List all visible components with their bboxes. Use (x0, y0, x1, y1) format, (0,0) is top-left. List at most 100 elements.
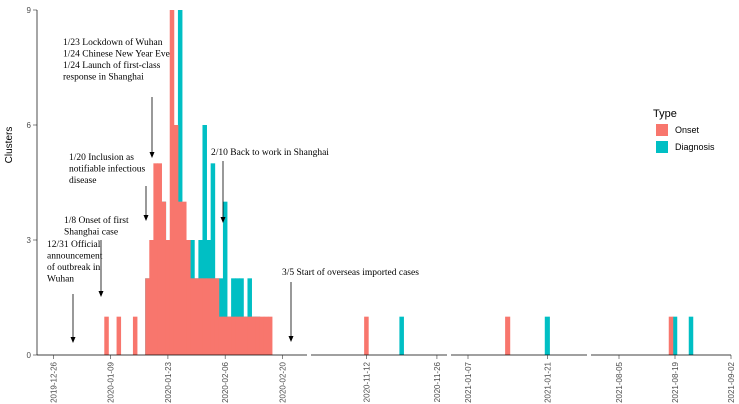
bar-onset (263, 316, 269, 355)
annotation-arrow-head (149, 152, 155, 158)
annotation-line: response in Shanghai (63, 73, 144, 83)
bar-onset (116, 316, 122, 355)
annotation-line: notifiable infectious (69, 164, 146, 175)
annotation-line: 1/24 Launch of first-class (63, 60, 161, 71)
annotation: 1/23 Lockdown of Wuhan 1/24 Chinese New Y… (63, 37, 170, 158)
bar-onset (194, 278, 199, 355)
annotation-line: 3/5 Start of overseas imported cases (282, 267, 419, 278)
bar-onset (668, 316, 674, 355)
bar-onset (165, 240, 171, 355)
annotation-text: 1/8 Onset of first Shanghai case (64, 215, 129, 238)
bar-onset (255, 316, 261, 355)
bar-onset (259, 316, 265, 355)
bar-onset (149, 240, 154, 355)
bar-diagnosis (672, 316, 678, 355)
bar-onset (206, 278, 212, 355)
annotation-line: 1/8 Onset of first (64, 215, 129, 226)
bar-onset (157, 163, 162, 355)
annotation-text: 12/31 Official announcement of outbreak in… (47, 239, 103, 285)
bar-onset (505, 316, 511, 355)
legend: Type Onset Diagnosis (653, 108, 715, 153)
x-tick-label: 2020-01-09 (107, 361, 116, 402)
x-tick-label: 2021-09-02 (727, 361, 736, 402)
legend-title: Type (653, 108, 677, 120)
annotation-arrow-head (143, 215, 149, 221)
annotation-line: Shanghai case (64, 228, 118, 238)
x-ticks-layer: 2019-12-26 2020-01-09 2020-01-23 2020-02-06… (49, 355, 736, 403)
x-tick-label: 2020-01-23 (164, 361, 173, 402)
x-tick-label: 2020-11-26 (433, 361, 442, 402)
bar-onset (239, 316, 244, 355)
bar-onset (153, 163, 158, 355)
x-tick-label: 2019-12-26 (49, 361, 58, 402)
annotation-text: 2/10 Back to work in Shanghai (211, 148, 329, 158)
bar-onset (214, 278, 220, 355)
bar-diagnosis (210, 163, 216, 355)
annotation-line: Wuhan (47, 275, 74, 285)
y-tick-label: 6 (27, 121, 32, 130)
annotation: 1/8 Onset of first Shanghai case (64, 215, 129, 297)
annotations-layer: 12/31 Official announcement of outbreak in… (47, 37, 419, 343)
bars-layer (104, 10, 694, 355)
x-tick-label: 2020-02-06 (221, 361, 230, 402)
bar-onset (231, 316, 236, 355)
x-tick-label: 2020-02-20 (278, 361, 287, 402)
bar-onset (202, 278, 207, 355)
annotation-line: 1/23 Lockdown of Wuhan (63, 37, 163, 48)
bar-diagnosis (544, 316, 550, 355)
bar-onset (235, 316, 240, 355)
annotation: 12/31 Official announcement of outbreak in… (47, 239, 103, 343)
x-tick-label: 2021-08-19 (671, 361, 680, 402)
annotation-line: of outbreak in (47, 262, 101, 273)
bar-onset (198, 278, 203, 355)
annotation-line: announcement (47, 252, 103, 262)
bar-onset (132, 316, 138, 355)
annotation-arrow-head (70, 337, 76, 343)
annotation: 3/5 Start of overseas imported cases (282, 267, 419, 342)
bar-onset (364, 316, 369, 355)
x-tick-label: 2021-01-07 (464, 361, 473, 402)
bar-onset (173, 125, 179, 355)
y-tick-label: 3 (27, 236, 32, 245)
bar-onset (186, 240, 191, 355)
bar-onset (104, 316, 109, 355)
bar-diagnosis (202, 125, 207, 355)
bar-onset (251, 316, 257, 355)
bar-onset (177, 201, 183, 355)
bar-diagnosis (222, 201, 228, 355)
bar-onset (243, 316, 248, 355)
annotation-text: 1/20 Inclusion as notifiable infectious di… (69, 153, 146, 186)
annotation-arrow-head (288, 336, 294, 342)
annotation-line: 2/10 Back to work in Shanghai (211, 148, 329, 158)
legend-label-diagnosis: Diagnosis (675, 142, 715, 152)
bar-diagnosis (177, 10, 183, 355)
annotation-line: 1/20 Inclusion as (69, 153, 134, 163)
bar-onset (210, 278, 216, 355)
annotation: 1/20 Inclusion as notifiable infectious di… (69, 153, 149, 221)
bar-onset (182, 201, 187, 355)
bar-diagnosis (688, 316, 694, 355)
x-tick-label: 2021-08-05 (615, 361, 624, 402)
annotation-line: disease (69, 176, 96, 186)
annotation-text: 1/23 Lockdown of Wuhan 1/24 Chinese New Y… (63, 37, 170, 83)
bar-onset (218, 316, 224, 355)
annotation-text: 3/5 Start of overseas imported cases (282, 267, 419, 278)
bar-diagnosis (399, 316, 404, 355)
x-tick-label: 2020-11-12 (362, 361, 371, 402)
legend-swatch-onset (656, 124, 668, 136)
bar-onset (190, 278, 195, 355)
bar-onset (161, 201, 167, 355)
annotation-arrow-head (220, 217, 226, 223)
bar-onset (169, 10, 175, 355)
bar-onset (267, 316, 273, 355)
bar-onset (145, 278, 150, 355)
annotation-line: 1/24 Chinese New Year Eve (63, 50, 170, 60)
y-axis-label: Clusters (4, 127, 15, 164)
annotation: 2/10 Back to work in Shanghai (211, 148, 329, 223)
bar-onset (247, 316, 252, 355)
legend-label-onset: Onset (675, 125, 700, 135)
legend-swatch-diagnosis (656, 141, 668, 153)
annotation-arrow-head (98, 291, 104, 297)
annotation-line: 12/31 Official (47, 239, 101, 250)
